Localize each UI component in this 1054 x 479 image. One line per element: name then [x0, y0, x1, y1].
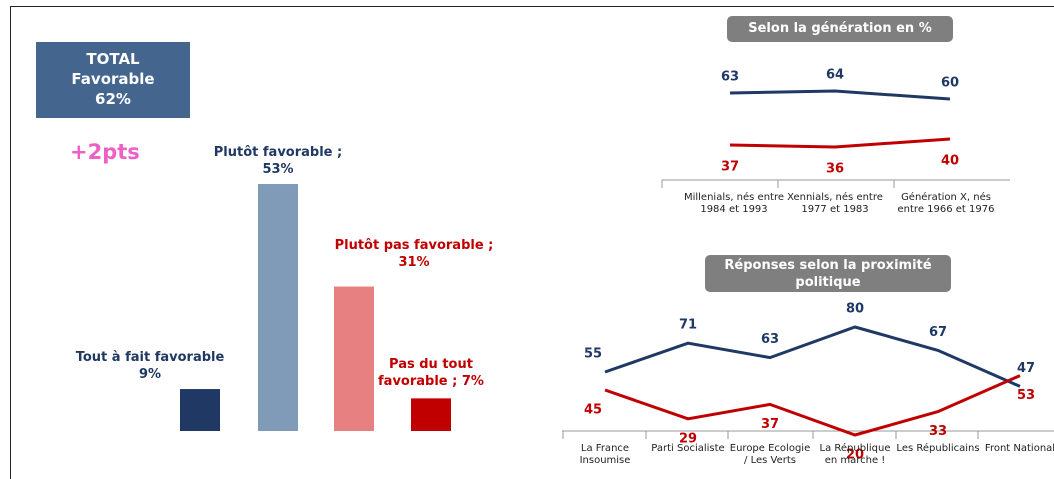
- bar: [258, 184, 298, 431]
- line: [604, 374, 1021, 437]
- bar: [180, 389, 220, 431]
- value-label: 63: [721, 70, 739, 85]
- value-label: 63: [761, 332, 779, 347]
- category-label: Europe Ecologie / Les Verts: [729, 443, 811, 466]
- category-label: Plutôt favorable ;: [213, 145, 343, 161]
- value-label: 47: [1017, 361, 1035, 376]
- category-label: Front National: [984, 443, 1054, 454]
- value-label: 36: [826, 162, 844, 177]
- category-label: Pas du tout favorable ;: [378, 357, 473, 390]
- frame: [10, 6, 1054, 479]
- value-label: 80: [846, 302, 864, 317]
- category-label: Parti Socialiste: [651, 443, 725, 454]
- change: +2pts: [70, 140, 140, 164]
- category-label: Xennials, nés entre 1977 et 1983: [787, 192, 883, 215]
- total-title: TOTAL: [86, 50, 140, 68]
- value-label: 53%: [262, 162, 294, 178]
- value-label: 37: [721, 160, 739, 175]
- value-label: 33: [929, 424, 947, 439]
- value-label: 45: [584, 403, 602, 418]
- bar: [334, 286, 374, 431]
- total-value: 62%: [95, 90, 131, 108]
- value-label: 71: [679, 318, 697, 333]
- value-label: 7%: [461, 374, 484, 390]
- line: [729, 137, 951, 149]
- value-label: 31%: [398, 254, 430, 270]
- line: [604, 325, 1021, 388]
- value-label: 55: [584, 347, 602, 362]
- value-label: 60: [941, 76, 959, 91]
- bar-label: Tout à fait favorable 9%: [65, 349, 235, 383]
- value-label: 64: [826, 68, 844, 83]
- value-label: 53: [1017, 388, 1035, 403]
- bar: [411, 398, 451, 431]
- chart-title: Réponses selon la proximité politique: [705, 255, 951, 292]
- value-label: 29: [679, 431, 697, 446]
- bar-label: Pas du tout favorable ; 7%: [376, 356, 486, 390]
- line: [729, 89, 951, 101]
- value-label: 40: [941, 154, 959, 169]
- category-label: Les Républicains: [896, 443, 980, 454]
- total-label: Favorable: [71, 70, 155, 88]
- chart-title: Selon la génération en %: [727, 16, 953, 42]
- value-label: 37: [761, 417, 779, 432]
- value-label: 9%: [138, 367, 162, 383]
- category-label: Tout à fait favorable: [75, 350, 225, 366]
- category-label: Millenials, nés entre 1984 et 1993: [683, 192, 785, 215]
- bar-label: Plutôt pas favorable ; 31%: [329, 237, 499, 271]
- category-label: La République en marche !: [819, 443, 891, 466]
- value-label: 20: [846, 448, 864, 463]
- category-label: La France Insoumise: [579, 443, 631, 466]
- category-label: Plutôt pas favorable ;: [334, 237, 494, 253]
- total-box: TOTAL Favorable 62%: [36, 42, 190, 118]
- bar-label: Plutôt favorable ; 53%: [193, 144, 363, 178]
- value-label: 67: [929, 325, 947, 340]
- category-label: Génération X, nés entre 1966 et 1976: [897, 192, 995, 215]
